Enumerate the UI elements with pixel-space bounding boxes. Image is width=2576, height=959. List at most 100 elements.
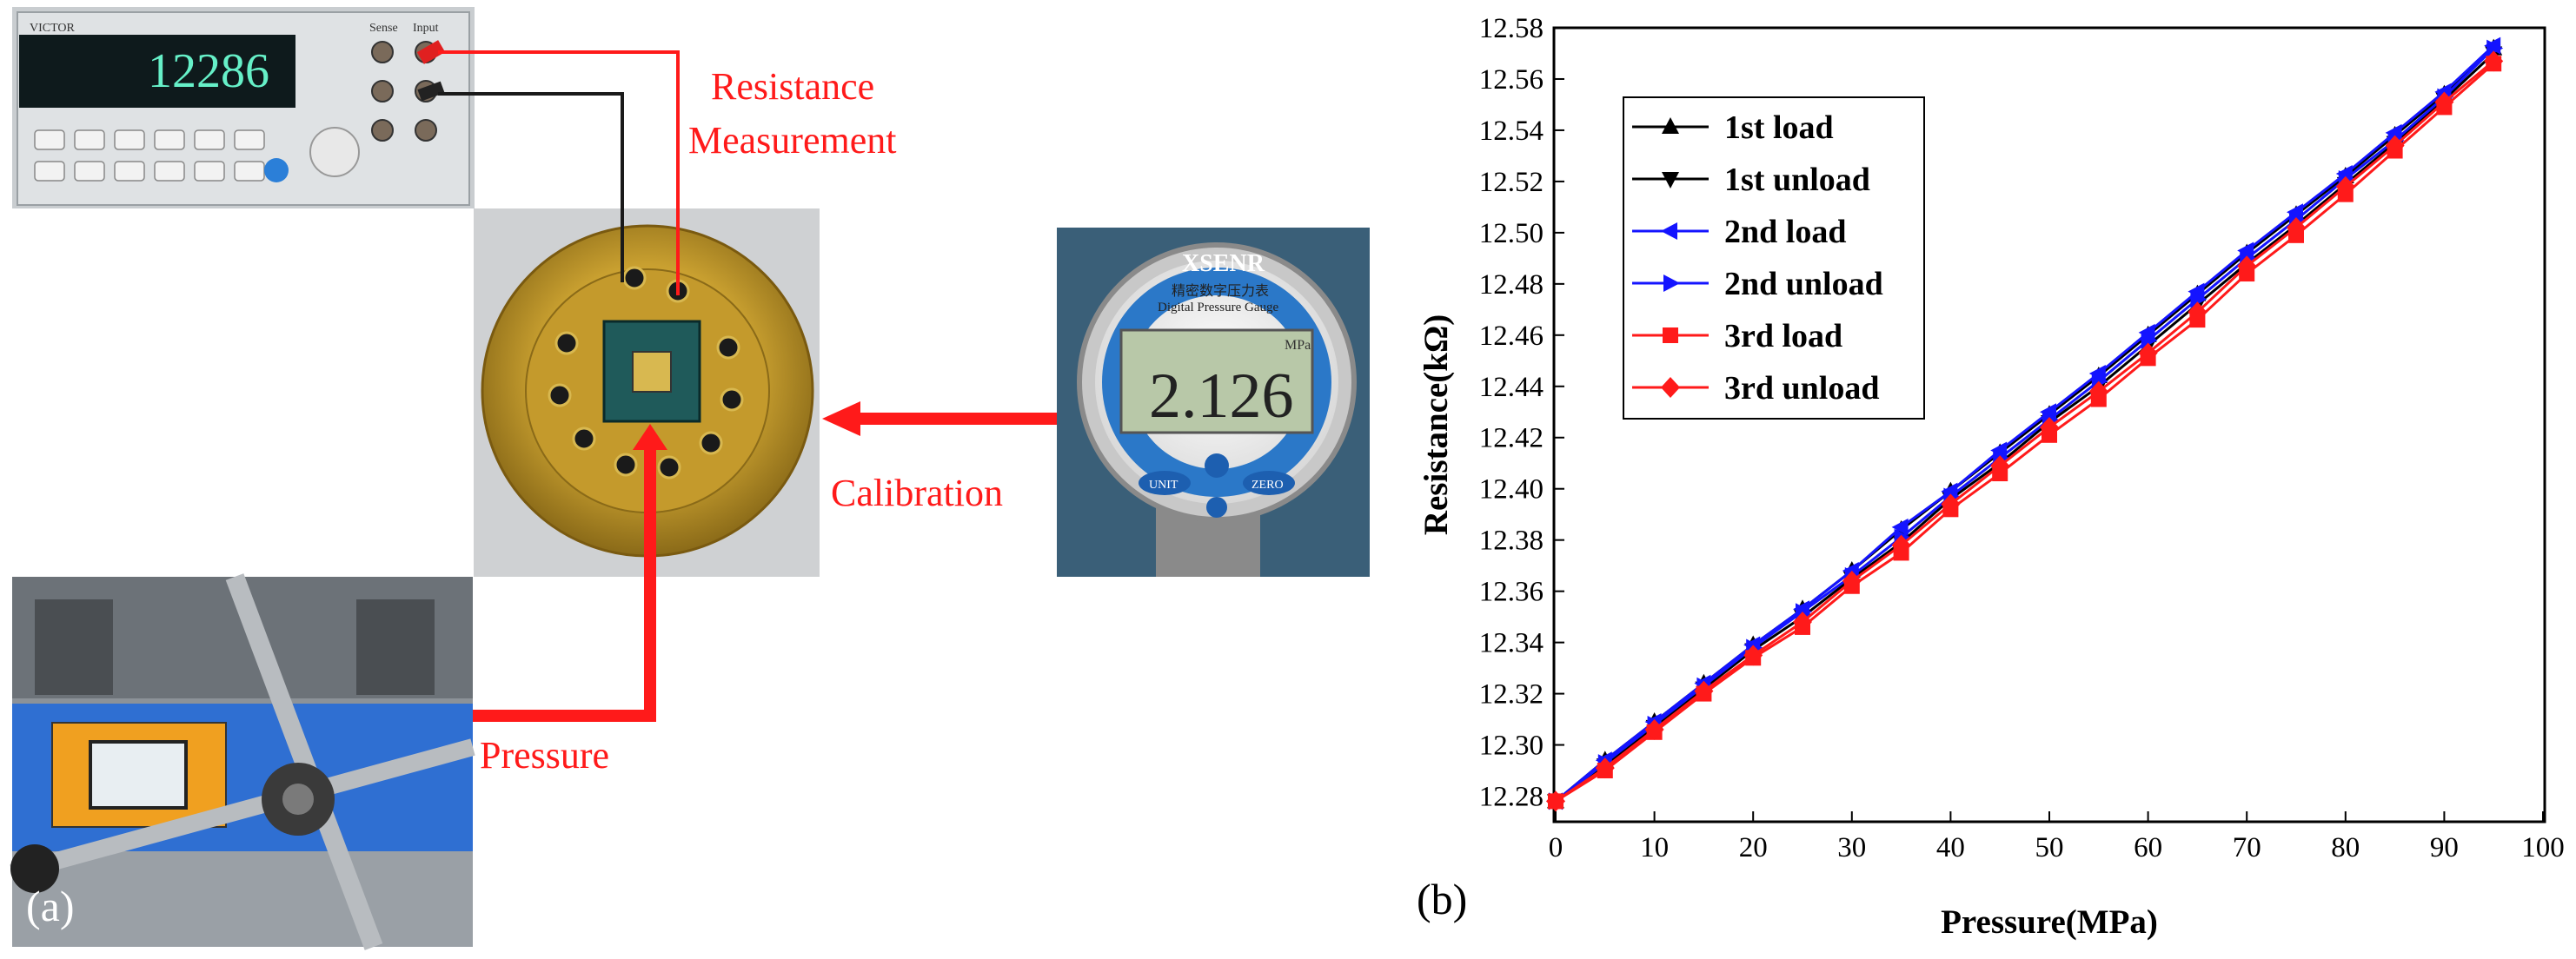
gauge-zero-button xyxy=(1243,471,1295,495)
data-point-3rd-unload xyxy=(2385,135,2405,156)
data-point-3rd-unload xyxy=(2335,175,2355,197)
legend-label-1st-unload: 1st unload xyxy=(1724,162,1870,198)
data-point-3rd-unload xyxy=(1842,570,1862,592)
multimeter-brand: VICTOR xyxy=(30,22,76,35)
y-axis-title: Resistance(kΩ) xyxy=(1417,314,1455,535)
annotation-resistance: Resistance xyxy=(711,65,874,108)
annotation-pressure: Pressure xyxy=(480,734,609,777)
legend: 1st load 1st unload 2nd load 2nd unload 3rd … xyxy=(1623,96,1925,420)
y-tick-label: 12.48 xyxy=(1479,269,1544,301)
black-probe xyxy=(417,81,445,102)
legend-marker-3rd-load xyxy=(1663,327,1678,343)
panel-b-label: (b) xyxy=(1417,875,1467,923)
panel-a: VICTOR 12286 Sense Input xyxy=(10,7,1370,950)
data-point-3rd-unload xyxy=(1546,790,1565,812)
data-point-3rd-unload xyxy=(2237,255,2257,277)
legend-label-3rd-load: 3rd load xyxy=(1724,318,1842,354)
pressure-gauge-photo: XSENR 精密数字压力表 Digital Pressure Gauge MPa… xyxy=(1057,228,1370,577)
pressure-arrow-line xyxy=(473,445,656,722)
gauge-subtitle-en: Digital Pressure Gauge xyxy=(1158,301,1278,314)
series-line-2nd-load xyxy=(1555,44,2495,803)
data-point-3rd-unload xyxy=(1694,680,1714,702)
data-point-3rd-unload xyxy=(2287,216,2306,238)
y-tick-label: 12.34 xyxy=(1479,628,1544,659)
gauge-light-button xyxy=(1206,497,1227,518)
legend-label-3rd-unload: 3rd unload xyxy=(1724,370,1879,407)
legend-marker-1st-load xyxy=(1662,117,1679,134)
x-axis-title: Pressure(MPa) xyxy=(1941,903,2158,941)
y-tick-label: 12.36 xyxy=(1479,577,1544,608)
y-tick-label: 12.42 xyxy=(1479,423,1544,454)
x-tick-label: 10 xyxy=(1640,832,1669,863)
y-tick-label: 12.40 xyxy=(1479,474,1544,506)
data-point-3rd-unload xyxy=(2138,342,2158,364)
data-point-2nd-unload xyxy=(2486,39,2504,57)
annotation-calibration: Calibration xyxy=(831,472,1003,514)
data-point-3rd-unload xyxy=(1595,757,1615,779)
data-point-3rd-unload xyxy=(1793,612,1812,633)
x-tick-label: 0 xyxy=(1549,832,1564,863)
y-tick-label: 12.38 xyxy=(1479,526,1544,557)
red-probe xyxy=(416,40,446,64)
gauge-subtitle-cn: 精密数字压力表 xyxy=(1172,283,1269,299)
annotation-measurement: Measurement xyxy=(688,119,896,162)
resistance-wire-black xyxy=(438,92,624,282)
gauge-lcd xyxy=(1119,328,1314,434)
legend-box xyxy=(1623,96,1925,420)
series-3rd-unload xyxy=(1546,50,2504,812)
x-axis: 0 10 20 30 40 50 60 70 80 90 100 xyxy=(1549,811,2565,863)
y-tick-label: 12.28 xyxy=(1479,782,1544,813)
legend-label-2nd-unload: 2nd unload xyxy=(1724,266,1883,302)
series-line-3rd-load xyxy=(1555,63,2495,803)
press-photo xyxy=(10,573,475,950)
panel-a-label: (a) xyxy=(26,882,75,930)
y-tick-label: 12.52 xyxy=(1479,167,1544,198)
panel-b-chart: 0 10 20 30 40 50 60 70 80 90 100 12.2812.3012.3212… xyxy=(1417,13,2565,941)
terminal-label-input: Input xyxy=(413,22,439,35)
legend-marker-2nd-load xyxy=(1661,222,1677,240)
y-tick-label: 12.54 xyxy=(1479,116,1544,147)
legend-label-2nd-load: 2nd load xyxy=(1724,214,1846,250)
x-tick-label: 40 xyxy=(1936,832,1965,863)
multimeter-buttons xyxy=(34,129,265,182)
legend-marker-2nd-unload xyxy=(1663,274,1680,292)
gauge-unit-button-label: UNIT xyxy=(1149,479,1178,492)
annotation-wires xyxy=(438,50,1057,722)
multimeter-blue-button xyxy=(264,158,289,182)
gauge-unit: MPa xyxy=(1285,338,1311,353)
data-point-3rd-unload xyxy=(1743,645,1763,666)
x-tick-label: 50 xyxy=(2035,832,2064,863)
y-axis: 12.28 12.30 12.32 12.34 12.36 12.38 12.40 12.42… xyxy=(1479,13,1564,813)
gauge-power-button xyxy=(1205,453,1229,478)
y-tick-label: 12.56 xyxy=(1479,64,1544,96)
data-point-3rd-unload xyxy=(1891,534,1911,556)
data-point-3rd-unload xyxy=(2040,416,2059,438)
data-point-3rd-unload xyxy=(2088,380,2108,402)
multimeter-nav-pad xyxy=(309,127,360,177)
series-layer xyxy=(1546,36,2504,812)
x-tick-label: 20 xyxy=(1739,832,1768,863)
data-point-2nd-load xyxy=(1891,518,1909,536)
multimeter-display xyxy=(19,35,295,108)
y-tick-label: 12.32 xyxy=(1479,679,1544,711)
calibration-arrow-head xyxy=(822,401,860,436)
y-tick-label: 12.44 xyxy=(1479,372,1544,403)
data-point-2nd-unload xyxy=(2141,331,2158,349)
y-tick-label: 12.58 xyxy=(1479,13,1544,44)
series-line-3rd-unload xyxy=(1555,60,2495,803)
x-tick-label: 30 xyxy=(1837,832,1866,863)
terminal-label-sense: Sense xyxy=(369,22,398,35)
x-tick-label: 100 xyxy=(2521,832,2565,863)
legend-marker-1st-unload xyxy=(1662,172,1679,188)
resistance-wire-red xyxy=(438,50,680,295)
multimeter-photo: VICTOR 12286 Sense Input xyxy=(12,7,475,208)
data-point-3rd-unload xyxy=(2434,91,2454,113)
gauge-brand: XSENR xyxy=(1182,250,1265,277)
gauge-unit-button xyxy=(1139,471,1191,495)
legend-marker-3rd-unload xyxy=(1661,377,1680,398)
data-point-3rd-unload xyxy=(1990,455,2010,477)
data-point-2nd-unload xyxy=(2190,290,2208,308)
x-tick-label: 70 xyxy=(2233,832,2261,863)
data-point-3rd-unload xyxy=(1941,493,1961,515)
